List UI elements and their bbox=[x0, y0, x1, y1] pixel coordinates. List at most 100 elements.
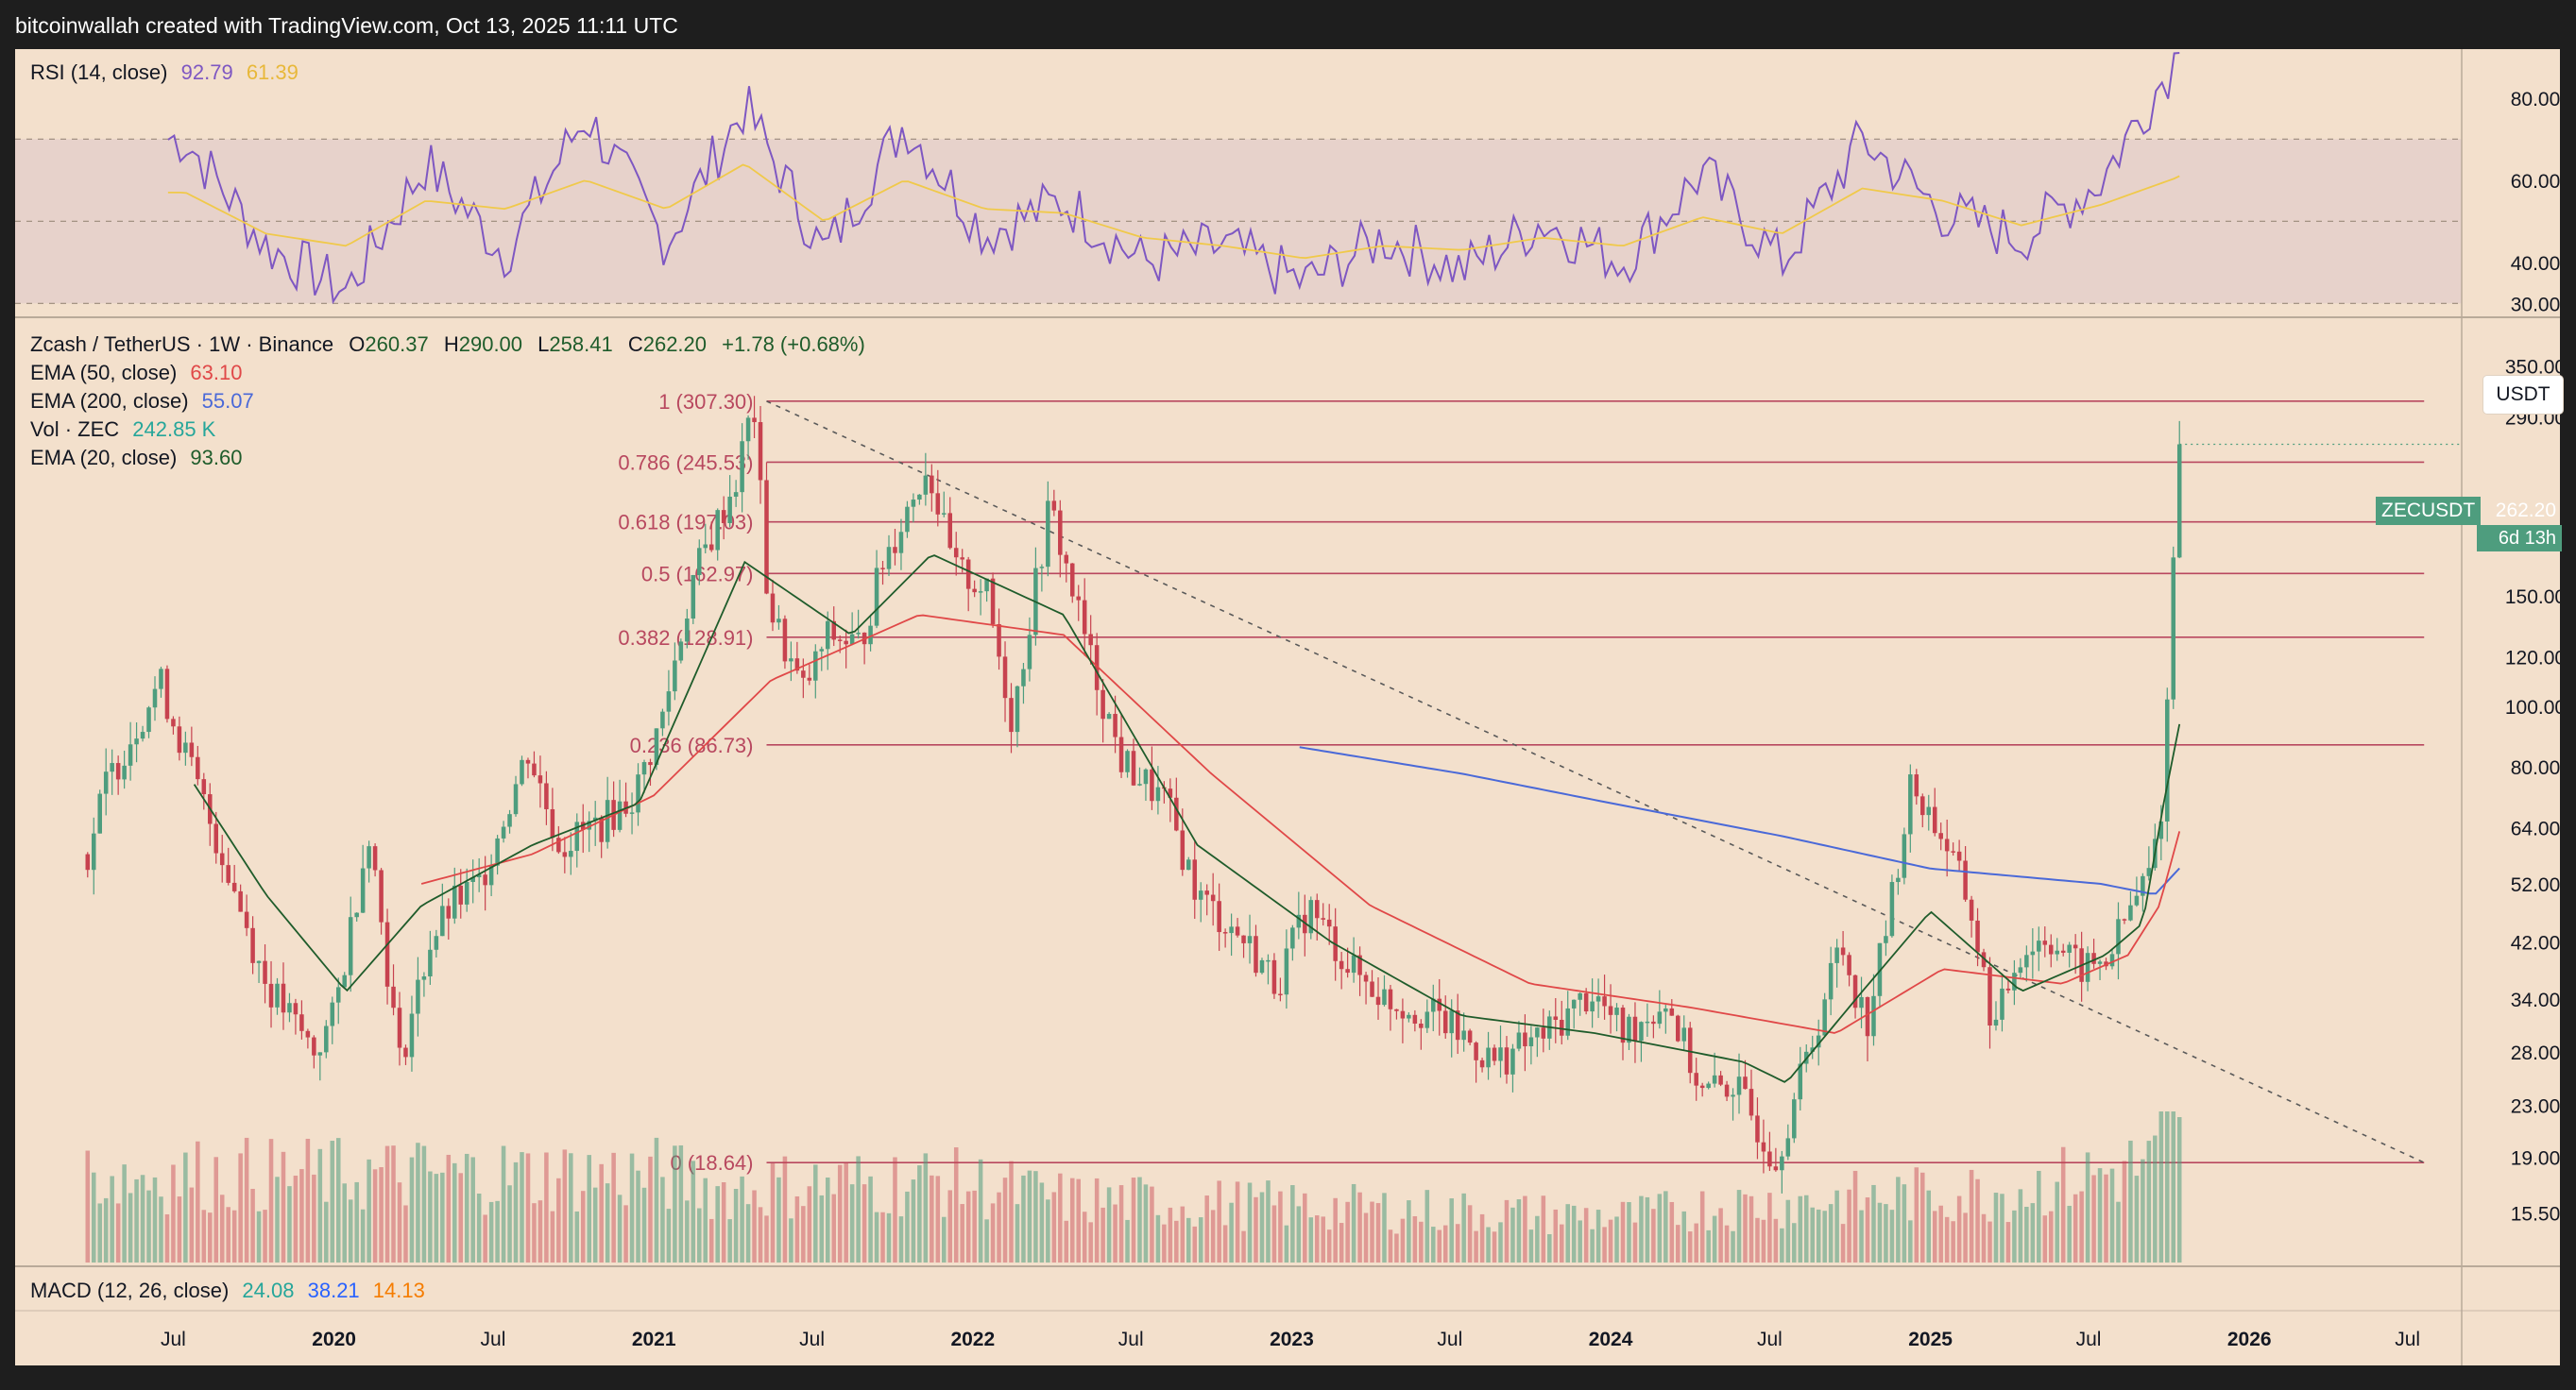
candle-body bbox=[685, 619, 690, 642]
volume-bar bbox=[287, 1186, 292, 1263]
volume-bar bbox=[263, 1210, 267, 1263]
bar-countdown: 6d 13h bbox=[2477, 525, 2562, 551]
chart-canvas[interactable]: 1 (307.30) 0.786 (245.53) 0.618 (197.03) 0.… bbox=[15, 49, 2560, 1365]
volume-bar bbox=[1920, 1172, 1925, 1263]
volume-bar bbox=[1326, 1229, 1332, 1263]
ema20-value: 93.60 bbox=[190, 446, 243, 469]
volume-bar bbox=[403, 1205, 408, 1263]
price-pane: 1 (307.30) 0.786 (245.53) 0.618 (197.03) 0.… bbox=[85, 390, 2462, 1263]
candle-body bbox=[673, 660, 677, 692]
candle-body bbox=[1632, 1016, 1638, 1042]
volume-bar bbox=[868, 1176, 873, 1263]
volume-legend[interactable]: Vol · ZEC 242.85 K bbox=[30, 417, 215, 442]
candle-body bbox=[898, 532, 904, 553]
candle-body bbox=[733, 492, 739, 497]
volume-bar bbox=[1761, 1219, 1766, 1263]
candle-body bbox=[1528, 1037, 1534, 1046]
volume-bar bbox=[97, 1203, 102, 1263]
macd-legend[interactable]: MACD (12, 26, close) 24.08 38.21 14.13 bbox=[30, 1279, 425, 1303]
volume-bar bbox=[1100, 1207, 1105, 1263]
candle-body bbox=[740, 441, 744, 493]
ema50-legend[interactable]: EMA (50, close) 63.10 bbox=[30, 361, 242, 385]
volume-bar bbox=[103, 1197, 109, 1263]
candle-body bbox=[2085, 953, 2090, 982]
volume-bar bbox=[1834, 1190, 1839, 1263]
volume-bar bbox=[1547, 1234, 1552, 1263]
candle-body bbox=[1822, 999, 1827, 1036]
candle-body bbox=[1461, 1030, 1466, 1041]
candle-body bbox=[1394, 1009, 1399, 1011]
volume-bar bbox=[1180, 1206, 1186, 1263]
volume-bar bbox=[898, 1216, 904, 1263]
candle-body bbox=[1467, 1030, 1473, 1043]
volume-bar bbox=[1792, 1223, 1797, 1263]
candle-body bbox=[654, 728, 659, 766]
candle-body bbox=[972, 588, 977, 593]
price-axis-tick-label: 350.00 bbox=[2505, 356, 2560, 378]
candle-body bbox=[452, 885, 457, 919]
rsi-ma-value: 61.39 bbox=[246, 60, 299, 84]
volume-bar bbox=[1339, 1223, 1344, 1263]
volume-bar bbox=[660, 1177, 665, 1263]
candle-body bbox=[1620, 1008, 1626, 1043]
candle-body bbox=[342, 975, 347, 988]
ema200-legend[interactable]: EMA (200, close) 55.07 bbox=[30, 389, 254, 414]
candle-body bbox=[2060, 950, 2066, 953]
volume-bar bbox=[917, 1165, 922, 1263]
volume-bar bbox=[1382, 1193, 1387, 1263]
volume-bar bbox=[574, 1211, 580, 1263]
candle-body bbox=[2097, 961, 2103, 964]
currency-button[interactable]: USDT bbox=[2483, 376, 2563, 414]
time-axis-tick-label: Jul bbox=[799, 1329, 825, 1350]
candle-body bbox=[1326, 919, 1332, 927]
candle-body bbox=[103, 771, 109, 794]
candle-body bbox=[348, 917, 353, 975]
candle-body bbox=[268, 983, 274, 1008]
volume-bar bbox=[727, 1219, 732, 1263]
time-axis-tick-label: Jul bbox=[161, 1329, 186, 1350]
last-price-tag: ZECUSDT 262.20 bbox=[2376, 497, 2556, 525]
ema20-legend[interactable]: EMA (20, close) 93.60 bbox=[30, 446, 242, 470]
rsi-legend[interactable]: RSI (14, close) 92.79 61.39 bbox=[30, 60, 299, 85]
candle-body bbox=[1492, 1047, 1497, 1061]
volume-bar bbox=[495, 1200, 500, 1263]
volume-bar bbox=[1284, 1225, 1289, 1263]
volume-bar bbox=[1657, 1194, 1663, 1263]
volume-bar bbox=[1535, 1215, 1540, 1263]
candle-body bbox=[923, 475, 929, 495]
price-axis-tick-label: 42.00 bbox=[2511, 932, 2560, 954]
volume-bar bbox=[1951, 1221, 1955, 1263]
candle-body bbox=[1174, 797, 1179, 831]
volume-bar bbox=[2128, 1140, 2133, 1263]
symbol-legend[interactable]: Zcash / TetherUS · 1W · Binance O260.37 … bbox=[30, 332, 865, 357]
candle-body bbox=[727, 496, 732, 523]
time-axis-tick-label: 2025 bbox=[1908, 1329, 1953, 1350]
candle-body bbox=[697, 548, 702, 575]
volume-bar bbox=[532, 1203, 537, 1263]
volume-bar bbox=[1975, 1178, 1980, 1263]
candle-body bbox=[666, 691, 672, 712]
candle-body bbox=[2067, 944, 2072, 953]
candle-body bbox=[1363, 975, 1369, 982]
candle-body bbox=[715, 510, 720, 551]
volume-bar bbox=[409, 1157, 415, 1263]
candle-body bbox=[196, 756, 200, 780]
candle-body bbox=[1186, 859, 1191, 871]
candle-body bbox=[263, 960, 267, 984]
candle-body bbox=[636, 774, 640, 813]
candle-body bbox=[409, 1013, 415, 1058]
volume-bar bbox=[923, 1153, 929, 1263]
candle-body bbox=[942, 513, 947, 515]
volume-bar bbox=[1614, 1216, 1619, 1263]
volume-bar bbox=[972, 1190, 977, 1263]
volume-bar bbox=[813, 1164, 818, 1263]
attribution-bar: bitcoinwallah created with TradingView.c… bbox=[0, 0, 2576, 49]
volume-bar bbox=[2097, 1168, 2103, 1263]
volume-bar bbox=[501, 1145, 506, 1263]
candle-body bbox=[1217, 901, 1221, 933]
candle-body bbox=[1498, 1047, 1503, 1061]
candle-body bbox=[874, 568, 879, 626]
candle-body bbox=[1773, 1166, 1779, 1171]
volume-bar bbox=[1271, 1205, 1277, 1263]
candle-body bbox=[1412, 1014, 1418, 1025]
